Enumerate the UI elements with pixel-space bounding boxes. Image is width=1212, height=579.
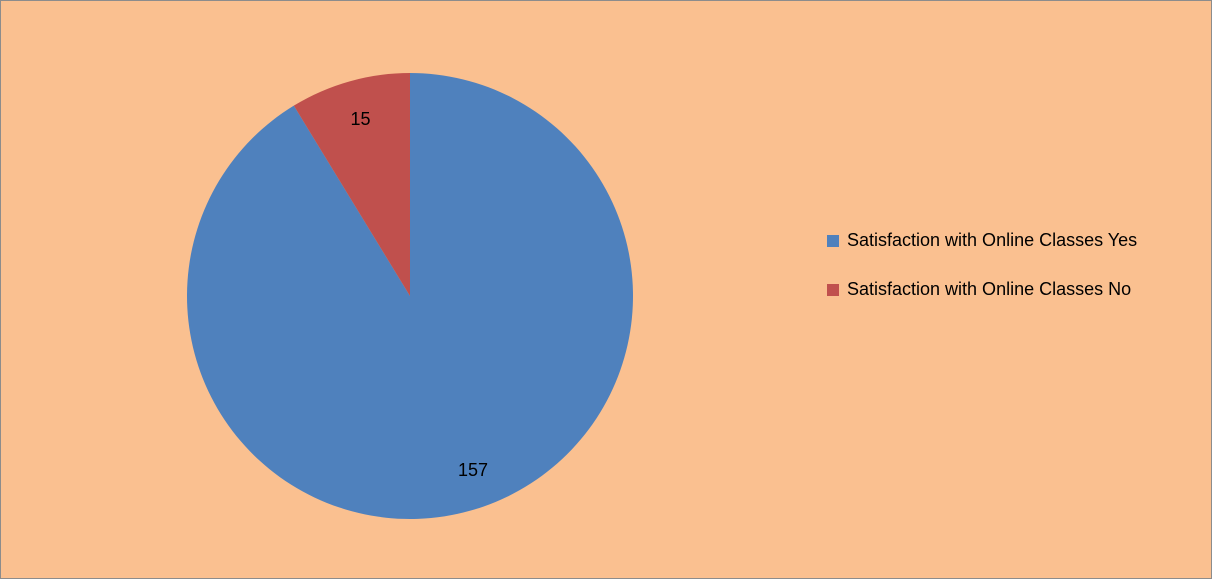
legend-swatch-yes [827, 235, 839, 247]
legend-item-no: Satisfaction with Online Classes No [827, 276, 1207, 303]
pie-slice-0 [187, 73, 634, 519]
pie-data-label-0: 157 [458, 460, 488, 480]
pie-slices [187, 73, 634, 519]
pie-data-label-1: 15 [350, 109, 370, 129]
pie-data-labels: 157 15 [350, 109, 488, 480]
pie-slice-1 [293, 73, 410, 296]
legend-item-yes: Satisfaction with Online Classes Yes [827, 227, 1207, 254]
legend-swatch-no [827, 284, 839, 296]
legend-label-no: Satisfaction with Online Classes No [847, 279, 1132, 299]
legend: Satisfaction with Online Classes Yes Sat… [827, 227, 1207, 325]
legend-label-yes: Satisfaction with Online Classes Yes [847, 230, 1138, 250]
